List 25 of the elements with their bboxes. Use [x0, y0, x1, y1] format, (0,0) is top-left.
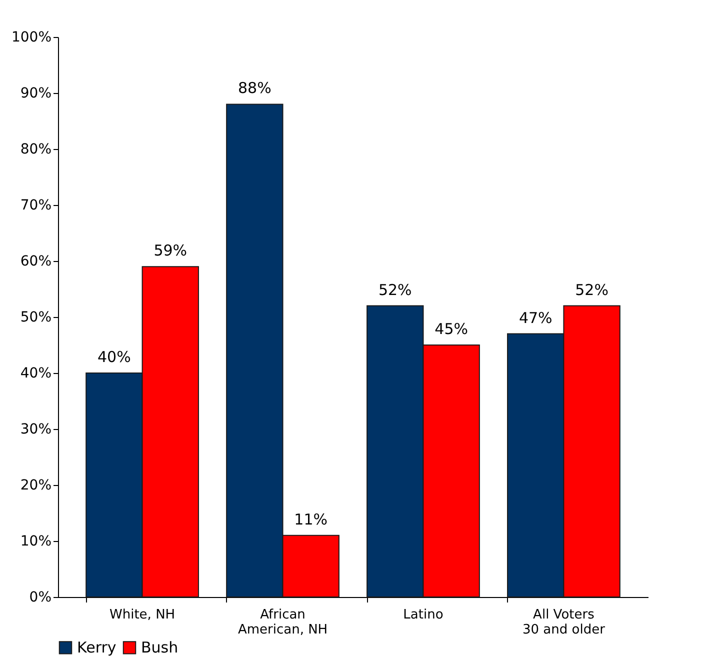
text: 40% [98, 348, 131, 366]
y-tick-label: 20% [20, 478, 52, 494]
y-tick-label: 80% [20, 142, 52, 158]
text: 45% [434, 320, 468, 338]
y-tick-label: 10% [20, 534, 52, 550]
text: 47% [518, 308, 552, 327]
legend-label: Kerry [77, 638, 116, 657]
y-tick-label: 40% [20, 366, 52, 382]
x-tick-label: White, NH [109, 608, 176, 622]
x-tick-label: African American, NH [238, 608, 328, 638]
text: 59% [154, 242, 188, 260]
text: 11% [294, 510, 328, 528]
x-tick-label: Latino [403, 608, 444, 622]
y-tick-label: 60% [20, 254, 52, 270]
y-tick-label: 30% [20, 422, 52, 438]
text: 88% [238, 79, 272, 98]
text: 52% [378, 280, 412, 299]
legend-label: Bush [141, 638, 178, 657]
y-tick-label: 90% [20, 86, 52, 102]
y-tick-label: 70% [20, 198, 52, 214]
y-tick-label: 100% [11, 30, 52, 46]
text: 52% [575, 280, 608, 299]
y-tick-label: 50% [20, 310, 52, 326]
x-tick-label: All Voters 30 and older [522, 608, 606, 638]
y-tick-label: 0% [29, 590, 52, 606]
